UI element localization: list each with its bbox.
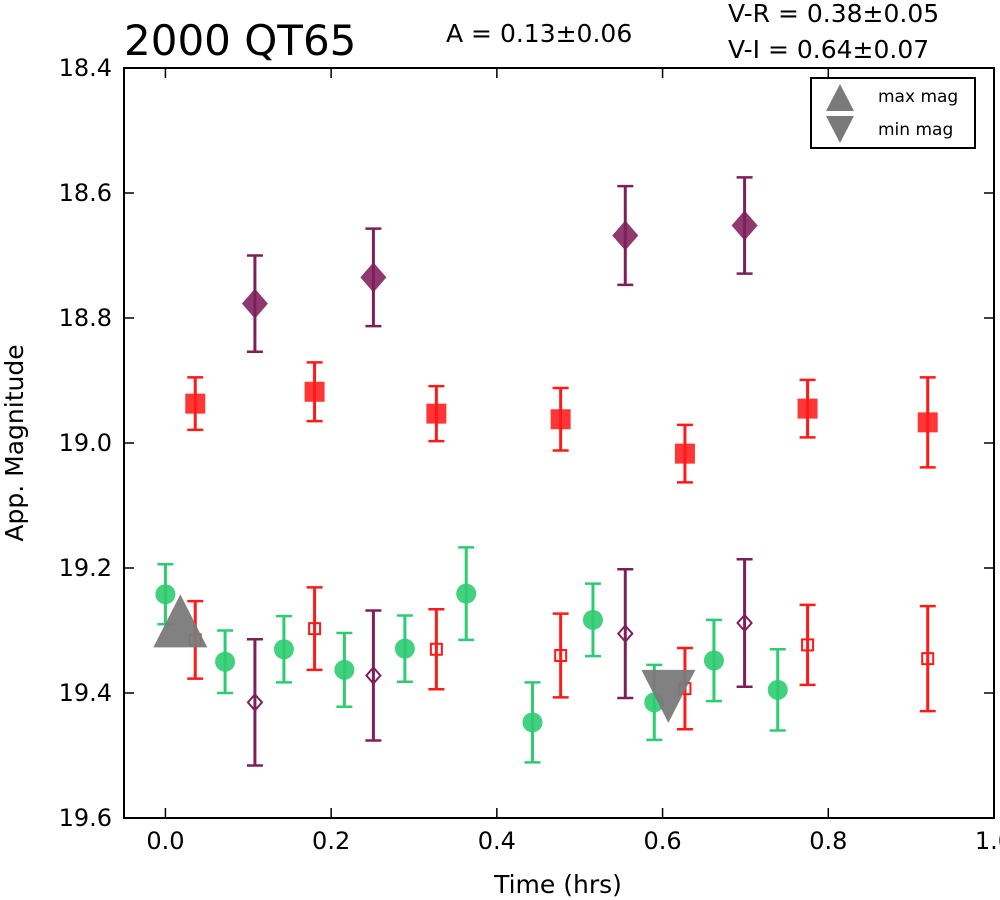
- v-r-annotation: V-R = 0.38±0.05: [728, 0, 939, 28]
- diamond-point-0-0: [241, 288, 268, 319]
- open-square-point-3-1: [308, 622, 322, 636]
- legend-max-mag-marker: [826, 84, 854, 111]
- circle-point-2-4: [394, 638, 415, 659]
- circle-point-2-0: [155, 584, 176, 605]
- legend: max mag min mag: [810, 77, 976, 149]
- x-tick-label-2: 0.4: [478, 827, 516, 855]
- open-diamond-point-4-2: [616, 624, 634, 644]
- circle-point-2-6: [522, 712, 543, 733]
- circle-point-2-10: [767, 679, 788, 700]
- x-tick-label-5: 1.0: [975, 827, 1000, 855]
- open-square-point-3-6: [921, 652, 935, 666]
- circle-point-2-2: [273, 639, 294, 660]
- open-diamond-point-4-0: [246, 692, 264, 712]
- open-square-point-3-5: [801, 638, 815, 652]
- y-tick-label-6: 19.6: [59, 804, 112, 832]
- circle-point-2-5: [456, 583, 477, 604]
- legend-max-mag-label: max mag: [878, 87, 958, 107]
- max-mag-marker: [153, 594, 208, 648]
- x-axis-title: Time (hrs): [493, 870, 622, 899]
- open-diamond-point-4-1: [365, 665, 382, 686]
- open-square-point-3-3: [554, 649, 568, 662]
- square-point-1-4: [674, 443, 695, 464]
- x-tick-label-0: 0.0: [146, 827, 184, 855]
- x-tick-label-4: 0.8: [809, 827, 847, 855]
- v-i-annotation: V-I = 0.64±0.07: [728, 35, 929, 64]
- x-tick-label-3: 0.6: [643, 827, 681, 855]
- open-diamond-point-4-3: [736, 613, 753, 633]
- diamond-point-0-2: [612, 220, 639, 251]
- legend-min-mag-label: min mag: [878, 120, 953, 140]
- y-tick-label-1: 18.6: [59, 179, 112, 207]
- open-square-point-3-2: [429, 642, 443, 656]
- diamond-point-0-1: [360, 262, 387, 293]
- diamond-point-0-3: [731, 210, 758, 241]
- amplitude-annotation: A = 0.13±0.06: [446, 19, 632, 48]
- y-tick-label-0: 18.4: [59, 54, 112, 82]
- y-tick-label-3: 19.0: [59, 429, 112, 457]
- legend-min-mag-marker: [826, 116, 854, 143]
- square-point-1-1: [304, 381, 325, 402]
- chart-title: 2000 QT65: [124, 16, 356, 65]
- square-point-1-5: [797, 398, 818, 419]
- y-tick-label-4: 19.2: [59, 554, 112, 582]
- circle-point-2-9: [703, 650, 724, 671]
- square-point-1-0: [185, 393, 206, 414]
- circle-point-2-3: [334, 659, 355, 680]
- min-mag-marker: [641, 669, 696, 723]
- square-point-1-6: [917, 412, 938, 433]
- axis-ticks: 0.0 0.2 0.4 0.6 0.8 1.0 18.4 18.6 18.8 19.0 19.2 19…: [59, 54, 1000, 855]
- square-point-1-2: [426, 403, 447, 424]
- x-tick-label-1: 0.2: [312, 827, 350, 855]
- circle-point-2-1: [215, 651, 236, 672]
- y-tick-label-5: 19.4: [59, 679, 112, 707]
- circle-point-2-7: [582, 609, 603, 630]
- square-point-1-3: [550, 409, 571, 430]
- plot-area: [153, 176, 938, 767]
- y-tick-label-2: 18.8: [59, 304, 112, 332]
- y-axis-title: App. Magnitude: [0, 344, 29, 541]
